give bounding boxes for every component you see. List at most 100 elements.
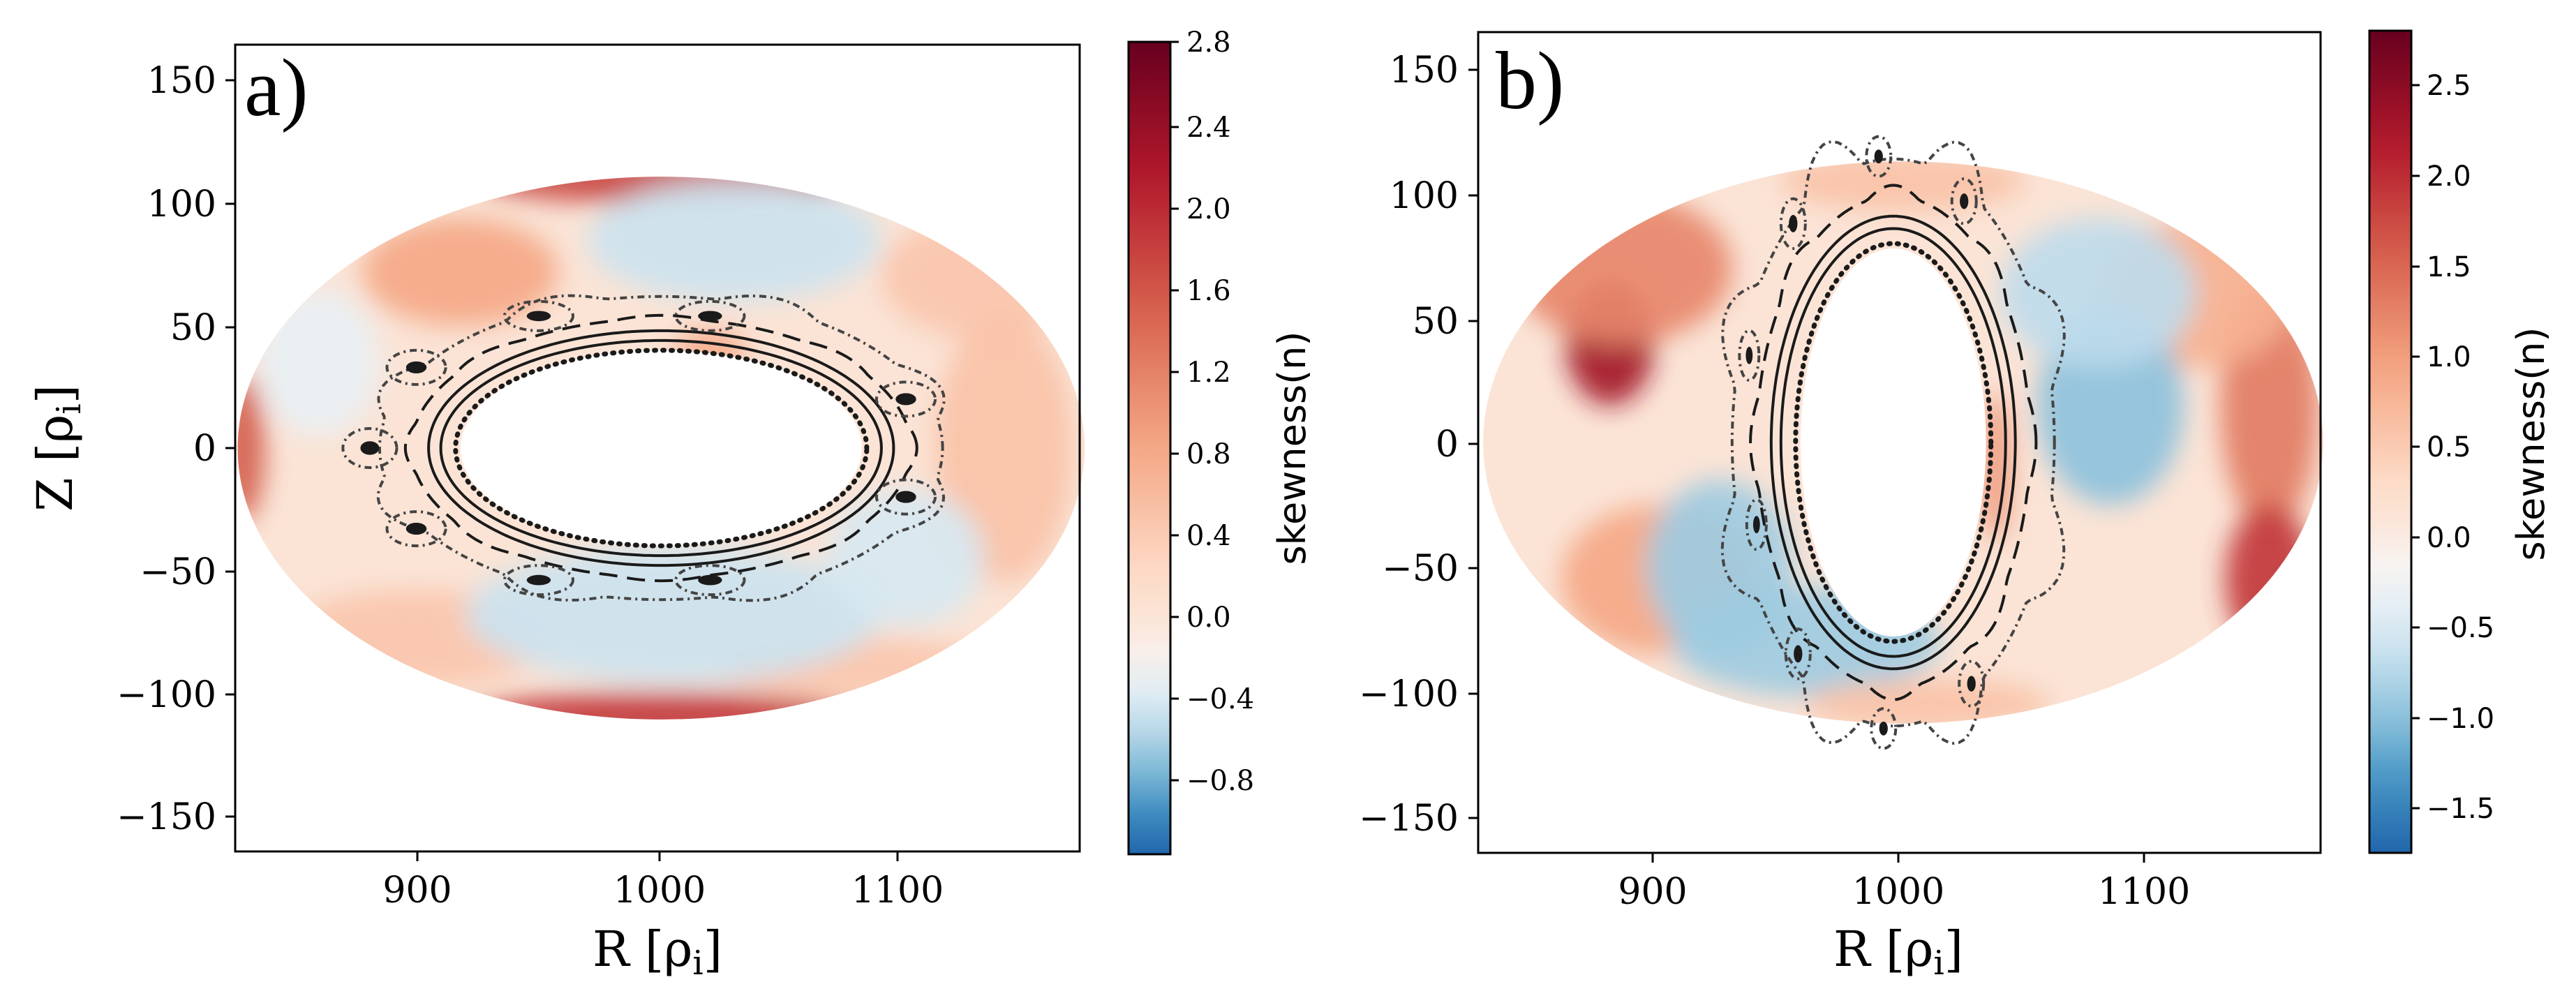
field-blob-a-9 bbox=[465, 546, 881, 683]
magnetic-island-a-3 bbox=[502, 299, 575, 332]
contour-solid-a-0 bbox=[439, 338, 883, 558]
field-blob-a-10 bbox=[827, 489, 985, 627]
colorbar-b-frame bbox=[2368, 29, 2413, 854]
ytick-a-n150: −150 bbox=[117, 796, 235, 838]
ytick-label-b-50: 50 bbox=[1413, 301, 1459, 343]
ytick-b-50: 50 bbox=[1413, 301, 1478, 343]
y-axis-label-a: Z [ρi] bbox=[27, 385, 89, 512]
heatmap-plot-b bbox=[1482, 135, 2323, 750]
cbtick-b-1.0: 1.0 bbox=[2411, 341, 2471, 373]
heatmap-plot-a bbox=[237, 177, 1085, 720]
field-blob-a-3 bbox=[237, 374, 265, 522]
contours-b bbox=[1720, 135, 2066, 750]
magnetic-island-a-2 bbox=[385, 510, 447, 548]
cbtick-a-2.8: 2.8 bbox=[1170, 27, 1231, 59]
magnetic-island-b-6 bbox=[1958, 660, 1986, 708]
field-blob-a-11 bbox=[257, 289, 380, 436]
xtick-a-900: 900 bbox=[382, 851, 452, 911]
field-blob-b-4 bbox=[2225, 505, 2314, 654]
ytick-b-100: 100 bbox=[1390, 175, 1478, 217]
cbtick-label-a-0.4: 0.4 bbox=[1186, 520, 1231, 552]
cbtick-a-n0.4: −0.4 bbox=[1170, 683, 1254, 715]
colorbar-b: 2.5 2.0 1.5 1.0 0.5 0.0 −0.5 −1.0 −1.5 s… bbox=[2368, 29, 2553, 854]
contour-dashdot-b-0 bbox=[1720, 140, 2066, 745]
ytick-label-b-100: 100 bbox=[1390, 175, 1459, 217]
cbtick-a-0.4: 0.4 bbox=[1170, 520, 1231, 552]
cbtick-label-a-n0.4: −0.4 bbox=[1186, 683, 1254, 715]
cbtick-b-2.0: 2.0 bbox=[2411, 161, 2471, 193]
magnetic-island-a-8 bbox=[674, 564, 746, 597]
cbtick-label-a-2.4: 2.4 bbox=[1186, 112, 1231, 144]
field-blob-b-12 bbox=[1981, 392, 2011, 542]
cbtick-label-b-2.5: 2.5 bbox=[2427, 70, 2471, 102]
contour-dashed-b-0 bbox=[1749, 184, 2038, 701]
ytick-b-n100: −100 bbox=[1359, 673, 1478, 715]
cbtick-a-1.2: 1.2 bbox=[1170, 357, 1231, 389]
cbtick-b-1.5: 1.5 bbox=[2411, 251, 2471, 283]
field-blob-b-7 bbox=[2000, 218, 2196, 368]
magnetic-island-b-5 bbox=[1784, 627, 1812, 680]
ytick-label-b-150: 150 bbox=[1390, 50, 1459, 91]
cbtick-label-a-1.2: 1.2 bbox=[1186, 357, 1231, 389]
magnetic-island-a-4 bbox=[674, 299, 746, 332]
cbtick-a-n0.8: −0.8 bbox=[1170, 765, 1254, 797]
cbtick-b-0.5: 0.5 bbox=[2411, 431, 2471, 463]
ytick-label-a-n100: −100 bbox=[117, 674, 216, 716]
magnetic-island-b-1 bbox=[1950, 177, 1978, 225]
panel-label-b: b) bbox=[1496, 35, 1564, 126]
cbtick-a-1.6: 1.6 bbox=[1170, 275, 1231, 307]
magnetic-island-b-7 bbox=[1870, 707, 1898, 750]
ytick-a-0: 0 bbox=[193, 428, 235, 470]
ytick-label-a-n150: −150 bbox=[117, 796, 216, 838]
ytick-a-n100: −100 bbox=[117, 674, 235, 716]
field-blob-a-5 bbox=[935, 313, 1073, 583]
ytick-b-n150: −150 bbox=[1359, 798, 1478, 840]
panel-b: b) 150 100 50 0 −50 −100 −150 900 1000 1… bbox=[1359, 29, 2553, 983]
ytick-b-n50: −50 bbox=[1382, 548, 1478, 590]
cbtick-label-a-0.8: 0.8 bbox=[1186, 438, 1231, 470]
cbtick-label-a-2.0: 2.0 bbox=[1186, 193, 1231, 225]
cbtick-label-b-0.0: 0.0 bbox=[2427, 522, 2471, 554]
ytick-label-b-n150: −150 bbox=[1359, 798, 1459, 840]
magnetic-island-b-2 bbox=[1779, 197, 1807, 251]
cbtick-a-2.0: 2.0 bbox=[1170, 193, 1231, 225]
contour-solid-b-0 bbox=[1779, 227, 2007, 658]
cbtick-label-b-1.5: 1.5 bbox=[2427, 251, 2471, 283]
cbtick-a-0.8: 0.8 bbox=[1170, 438, 1231, 470]
xtick-label-a-1100: 1100 bbox=[851, 870, 944, 911]
colorbar-a-frame bbox=[1127, 40, 1172, 856]
ytick-b-0: 0 bbox=[1436, 424, 1478, 466]
field-blob-a-0 bbox=[362, 218, 558, 326]
field-blob-b-11 bbox=[1805, 678, 2050, 724]
cbtick-b-n0.5: −0.5 bbox=[2411, 612, 2494, 644]
ytick-label-a-50: 50 bbox=[170, 307, 216, 349]
colorbar-b-gradient bbox=[2369, 31, 2411, 853]
ytick-a-n50: −50 bbox=[140, 551, 235, 593]
xtick-a-1100: 1100 bbox=[851, 851, 944, 911]
magnetic-island-b-3 bbox=[1738, 329, 1761, 382]
contour-solid-b-1 bbox=[1769, 214, 2017, 671]
cbtick-label-b-n0.5: −0.5 bbox=[2427, 612, 2494, 644]
ytick-label-a-100: 100 bbox=[147, 184, 216, 225]
xtick-label-b-1000: 1000 bbox=[1852, 871, 1944, 913]
x-ticks-a: 900 1000 1100 bbox=[382, 851, 944, 911]
y-ticks-a: 150 100 50 0 −50 −100 −150 bbox=[117, 60, 235, 838]
contours-a bbox=[341, 294, 946, 602]
ytick-label-a-n50: −50 bbox=[140, 551, 216, 593]
cbtick-label-a-1.6: 1.6 bbox=[1186, 275, 1231, 307]
field-blob-a-8 bbox=[588, 179, 881, 302]
panel-a: a) 150 100 50 0 −50 −100 −150 900 1000 1… bbox=[27, 27, 1314, 983]
ytick-label-b-n50: −50 bbox=[1382, 548, 1459, 590]
colorbar-a-label: skewness(n) bbox=[1270, 332, 1314, 565]
magnetic-island-a-1 bbox=[385, 348, 447, 386]
xtick-b-900: 900 bbox=[1618, 853, 1688, 913]
contour-dotted-a-0 bbox=[453, 348, 870, 549]
skewness-field-a bbox=[237, 177, 1085, 720]
cbtick-label-a-n0.8: −0.8 bbox=[1186, 765, 1254, 797]
contour-dotted-b-0 bbox=[1793, 241, 1994, 644]
cbtick-label-b-1.0: 1.0 bbox=[2427, 341, 2471, 373]
colorbar-a-ticks: 2.8 2.4 2.0 1.6 1.2 0.8 0.4 0.0 −0.4 −0.… bbox=[1170, 27, 1254, 797]
colorbar-b-ticks: 2.5 2.0 1.5 1.0 0.5 0.0 −0.5 −1.0 −1.5 bbox=[2411, 70, 2494, 825]
colorbar-b-label: skewness(n) bbox=[2509, 327, 2553, 561]
